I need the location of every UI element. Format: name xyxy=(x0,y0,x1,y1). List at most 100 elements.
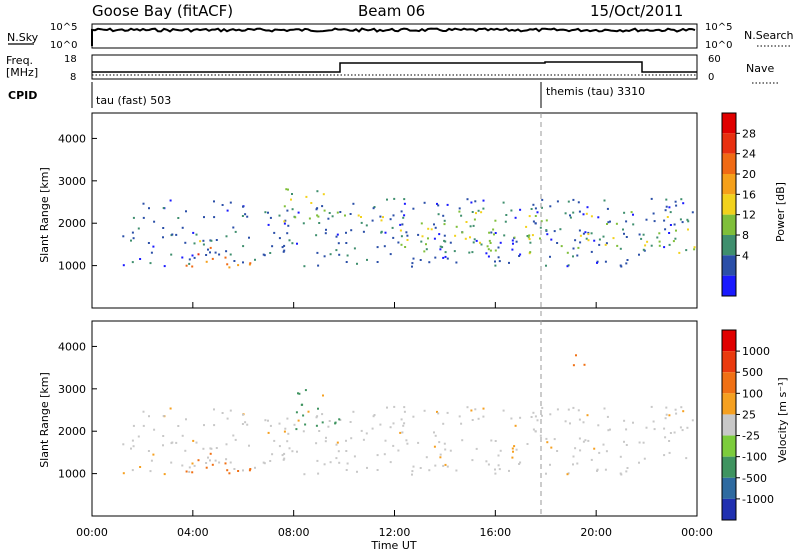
range-gate-cell xyxy=(567,264,570,267)
range-gate-cell xyxy=(205,462,208,464)
range-gate-cell xyxy=(132,237,135,240)
range-gate-cell xyxy=(242,261,244,264)
time-xaxis: 00:00 04:00 08:00 12:00 16:00 20:00 00:00 xyxy=(76,302,713,539)
range-gate-cell xyxy=(441,246,444,249)
range-gate-cell xyxy=(664,228,667,231)
range-gate-cell xyxy=(393,197,396,200)
range-gate-cell xyxy=(211,257,214,260)
range-gate-cell xyxy=(590,458,593,461)
range-gate-cell xyxy=(267,431,270,434)
range-gate-cell xyxy=(632,213,634,216)
range-gate-cell xyxy=(475,239,478,242)
range-gate-cell xyxy=(142,202,145,205)
range-gate-cell xyxy=(673,431,676,434)
range-gate-cell xyxy=(619,264,622,267)
range-gate-cell xyxy=(442,214,445,217)
range-gate-cell xyxy=(494,219,497,222)
nsearch-label: N.Search xyxy=(744,29,794,42)
range-gate-cell xyxy=(162,444,164,447)
nsky-trace xyxy=(91,27,696,46)
range-gate-cell xyxy=(131,231,134,234)
range-gate-cell xyxy=(345,261,348,263)
range-gate-cell xyxy=(566,265,569,268)
range-gate-cell xyxy=(494,249,497,252)
range-gate-cell xyxy=(682,202,685,205)
range-gate-cell xyxy=(423,250,426,253)
range-gate-cell xyxy=(596,469,598,472)
range-gate-cell xyxy=(490,439,493,442)
range-gate-cell xyxy=(323,209,326,212)
colorbar-segment xyxy=(722,235,736,256)
range-gate-cell xyxy=(226,417,229,420)
range-gate-cell xyxy=(687,228,689,231)
range-gate-cell xyxy=(170,253,173,256)
range-gate-cell xyxy=(653,220,656,223)
range-gate-cell xyxy=(229,409,232,412)
range-gate-cell xyxy=(623,232,625,235)
range-gate-cell xyxy=(169,199,172,202)
range-gate-cell xyxy=(283,249,286,252)
range-gate-cell xyxy=(512,242,514,245)
range-gate-cell xyxy=(519,253,522,256)
range-gate-cell xyxy=(142,216,145,219)
range-gate-cell xyxy=(215,447,218,449)
range-gate-cell xyxy=(449,241,452,244)
range-gate-cell xyxy=(532,203,535,206)
range-gate-cell xyxy=(131,261,134,264)
range-gate-cell xyxy=(237,264,240,267)
range-gate-cell xyxy=(455,469,458,472)
range-gate-cell xyxy=(213,216,216,219)
nsearch-tick-high: 10^5 xyxy=(705,22,732,33)
range-gate-cell xyxy=(686,218,689,221)
range-gate-cell xyxy=(248,469,251,472)
range-gate-cell xyxy=(498,468,501,471)
range-gate-cell xyxy=(572,364,575,367)
range-gate-cell xyxy=(389,218,392,221)
range-gate-cell xyxy=(209,251,211,254)
range-gate-cell xyxy=(572,463,574,466)
range-gate-cell xyxy=(327,425,330,428)
range-gate-cell xyxy=(392,444,395,447)
range-gate-cell xyxy=(477,209,480,212)
range-gate-cell xyxy=(556,450,559,452)
range-gate-cell xyxy=(210,447,213,450)
range-gate-cell xyxy=(497,464,500,467)
range-gate-cell xyxy=(185,264,188,267)
range-gate-cell xyxy=(417,441,420,444)
range-gate-cell xyxy=(334,422,337,425)
range-gate-cell xyxy=(372,207,375,210)
range-gate-cell xyxy=(460,214,463,217)
range-gate-cell xyxy=(202,447,205,450)
range-gate-cell xyxy=(282,250,285,253)
range-gate-cell xyxy=(197,459,200,462)
nsky-tick-high: 10^5 xyxy=(50,22,77,33)
range-gate-cell xyxy=(578,229,581,232)
range-gate-cell xyxy=(606,207,609,210)
range-gate-cell xyxy=(295,411,298,414)
range-gate-cell xyxy=(397,449,400,452)
nave-tick-low: 0 xyxy=(708,72,714,83)
freq-tick-low: 8 xyxy=(70,72,76,83)
range-gate-cell xyxy=(652,420,655,423)
colorbar-tick: 500 xyxy=(742,366,763,379)
range-gate-cell xyxy=(436,410,438,413)
range-gate-cell xyxy=(473,218,476,221)
range-gate-cell xyxy=(518,255,521,257)
range-gate-cell xyxy=(404,246,407,248)
range-gate-cell xyxy=(625,428,628,431)
ytick-label: 4000 xyxy=(58,340,86,353)
range-gate-cell xyxy=(577,409,580,412)
range-gate-cell xyxy=(403,410,406,413)
range-gate-cell xyxy=(224,256,227,259)
range-gate-cell xyxy=(436,202,438,205)
range-gate-cell xyxy=(434,226,437,229)
nsky-label: N.Sky xyxy=(7,31,39,44)
colorbar-segment xyxy=(722,351,736,373)
range-gate-cell xyxy=(529,251,532,254)
range-gate-cell xyxy=(283,222,286,225)
range-gate-cell xyxy=(384,231,387,234)
range-gate-cell xyxy=(458,210,461,213)
range-gate-cell xyxy=(207,456,209,459)
range-gate-cell xyxy=(434,464,437,467)
range-gate-cell xyxy=(286,232,289,235)
